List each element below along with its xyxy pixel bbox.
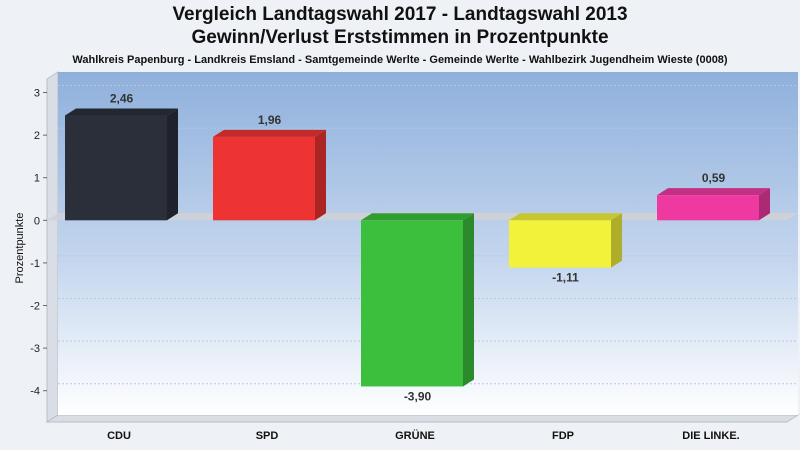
- bar-top: [213, 129, 326, 137]
- chart-district-caption: Wahlkreis Papenburg - Landkreis Emsland …: [72, 54, 728, 66]
- bar-front: [361, 220, 463, 387]
- bar-gr-ne: [361, 213, 474, 387]
- chart-title: Vergleich Landtagswahl 2017 - Landtagswa…: [172, 4, 628, 25]
- bar-spd: [213, 129, 326, 221]
- y-tick-label: -4: [30, 386, 40, 398]
- bar-cdu: [65, 108, 178, 221]
- y-tick-label: 0: [34, 215, 40, 227]
- y-tick-label: 2: [34, 130, 40, 142]
- plot-left-wall: [46, 71, 59, 423]
- bar-top: [361, 213, 474, 221]
- data-label: 0,59: [702, 171, 726, 185]
- bar-top: [657, 188, 770, 196]
- bar-side: [167, 108, 178, 221]
- y-tick-label: -2: [30, 301, 40, 313]
- bar-top: [509, 213, 622, 221]
- x-tick-label: FDP: [552, 430, 574, 442]
- bar-side: [759, 188, 770, 221]
- bar-front: [213, 136, 315, 221]
- x-tick-label: GRÜNE: [395, 429, 435, 442]
- x-tick-label: SPD: [256, 430, 279, 442]
- plot-floor: [45, 414, 800, 423]
- bar-side: [315, 129, 326, 221]
- bar-side: [611, 213, 622, 268]
- x-tick-label: DIE LINKE.: [682, 430, 739, 442]
- bar-side: [463, 213, 474, 387]
- data-label: 1,96: [258, 113, 282, 127]
- y-tick-label: -3: [30, 343, 40, 355]
- x-tick-label: CDU: [107, 430, 131, 442]
- y-tick-label: -1: [30, 258, 40, 270]
- bar-top: [65, 108, 178, 116]
- bar-front: [657, 195, 759, 221]
- y-tick-label: 1: [34, 173, 40, 185]
- data-label: 2,46: [110, 92, 134, 106]
- bar-fdp: [509, 213, 622, 268]
- data-label: -1,11: [552, 271, 579, 285]
- y-tick-label: 3: [34, 88, 40, 100]
- data-label: -3,90: [404, 389, 432, 403]
- bar-front: [65, 115, 167, 221]
- bar-die-linke: [657, 188, 770, 221]
- chart-subtitle: Gewinn/Verlust Erststimmen in Prozentpun…: [191, 27, 609, 48]
- bar-front: [509, 220, 611, 268]
